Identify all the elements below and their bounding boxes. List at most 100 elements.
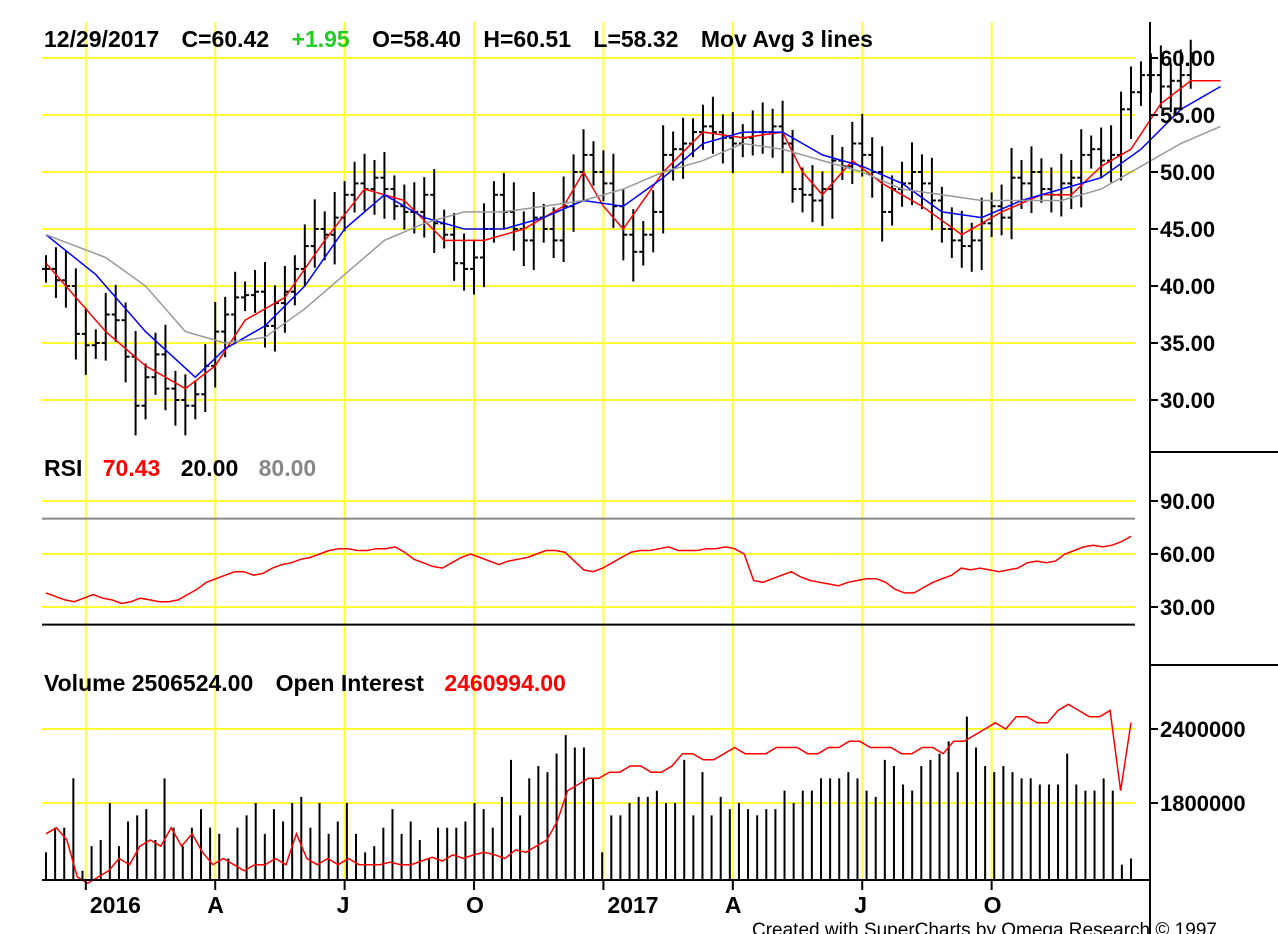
price-bar — [181, 374, 190, 436]
price-bar — [121, 302, 130, 383]
price-bar — [111, 284, 120, 342]
price-bar — [639, 221, 648, 266]
price-bar — [71, 268, 80, 360]
price-bar — [708, 96, 717, 154]
price-bar — [1166, 63, 1175, 113]
x-tick-label: A — [207, 892, 224, 918]
open-interest-line — [45, 703, 1132, 885]
price-bar — [141, 363, 150, 420]
price-bar — [1057, 153, 1066, 217]
price-bar — [310, 199, 319, 268]
rsi-line — [45, 535, 1132, 605]
price-bar — [1117, 91, 1126, 181]
rsi-tick-label: 60.00 — [1160, 542, 1215, 567]
price-bar — [579, 129, 588, 202]
header-study: Mov Avg 3 lines — [701, 26, 873, 52]
x-tick-label: A — [725, 892, 742, 918]
price-bar — [51, 247, 60, 298]
price-bar — [1087, 135, 1096, 169]
price-bar — [241, 281, 250, 312]
price-tick-label: 60.00 — [1160, 46, 1215, 71]
price-bar — [937, 186, 946, 243]
price-bar — [211, 301, 220, 388]
price-bar — [251, 270, 260, 313]
price-bar — [917, 154, 926, 210]
price-bar — [470, 239, 479, 295]
rsi-tick-label: 90.00 — [1160, 489, 1215, 514]
price-bar — [171, 370, 180, 426]
rsi-value: 70.43 — [103, 455, 161, 481]
price-bar — [360, 153, 369, 211]
price-bar — [679, 117, 688, 179]
price-bar — [798, 167, 807, 213]
volume-header: Volume 2506524.00 Open Interest 2460994.… — [44, 670, 566, 696]
price-bar — [539, 203, 548, 243]
price-bar — [848, 121, 857, 184]
price-bar — [479, 203, 488, 288]
price-bar — [151, 332, 160, 395]
rsi-upper-band: 80.00 — [259, 455, 317, 481]
price-bar — [1136, 61, 1145, 106]
price-bar — [101, 292, 110, 361]
header-date: 12/29/2017 — [44, 26, 159, 52]
price-bar — [629, 209, 638, 282]
price-bar — [201, 344, 210, 412]
price-bar — [499, 173, 508, 230]
price-bar — [1097, 127, 1106, 179]
price-bar — [81, 308, 90, 375]
x-tick-label: O — [984, 892, 1002, 918]
price-bar — [1067, 160, 1076, 210]
price-bar — [1156, 45, 1165, 109]
price-bar — [231, 271, 240, 345]
price-bar — [908, 142, 917, 206]
price-bar — [878, 146, 887, 242]
price-bar — [380, 152, 389, 219]
header-change: +1.95 — [292, 26, 350, 52]
credit-text: Created with SuperCharts by Omega Resear… — [752, 920, 1217, 934]
price-header: 12/29/2017 C=60.42 +1.95 O=58.40 H=60.51… — [44, 26, 873, 52]
price-bar — [529, 191, 538, 271]
price-bar — [957, 210, 966, 268]
price-bar — [370, 160, 379, 215]
price-tick-label: 40.00 — [1160, 274, 1215, 299]
price-bar — [430, 169, 439, 253]
oi-value: 2460994.00 — [444, 670, 566, 696]
price-bar — [609, 153, 618, 228]
x-tick-label: 2016 — [90, 892, 141, 918]
price-bar — [450, 213, 459, 281]
price-bar — [1176, 49, 1185, 111]
x-tick-label: 2017 — [607, 892, 658, 918]
rsi-header: RSI 70.43 20.00 80.00 — [44, 455, 316, 481]
x-tick-label: O — [466, 892, 484, 918]
frame-layer — [42, 22, 1278, 934]
price-bar — [1047, 167, 1056, 213]
price-bar — [61, 250, 70, 308]
price-bar — [559, 176, 568, 263]
price-bar — [748, 110, 757, 156]
price-bar — [818, 171, 827, 227]
price-bar — [788, 129, 797, 203]
rsi-label: RSI — [44, 455, 82, 481]
price-bar — [300, 224, 309, 287]
price-tick-label: 55.00 — [1160, 103, 1215, 128]
price-bar — [599, 150, 608, 202]
price-bar — [42, 255, 50, 283]
price-bar — [947, 207, 956, 259]
price-bar — [509, 182, 518, 251]
price-bar — [808, 165, 817, 223]
price-bar — [1027, 146, 1036, 214]
price-bar — [997, 184, 1006, 236]
series-layer — [42, 39, 1221, 885]
price-bar — [589, 141, 598, 186]
price-bar — [549, 207, 558, 259]
price-tick-label: 35.00 — [1160, 331, 1215, 356]
price-bar — [728, 112, 737, 174]
price-bar — [659, 125, 668, 234]
price-bar — [977, 197, 986, 271]
header-open: O=58.40 — [372, 26, 461, 52]
price-tick-label: 45.00 — [1160, 217, 1215, 242]
x-tick-label: J — [854, 892, 867, 918]
price-tick-label: 50.00 — [1160, 160, 1215, 185]
volume-value: Volume 2506524.00 — [44, 670, 253, 696]
